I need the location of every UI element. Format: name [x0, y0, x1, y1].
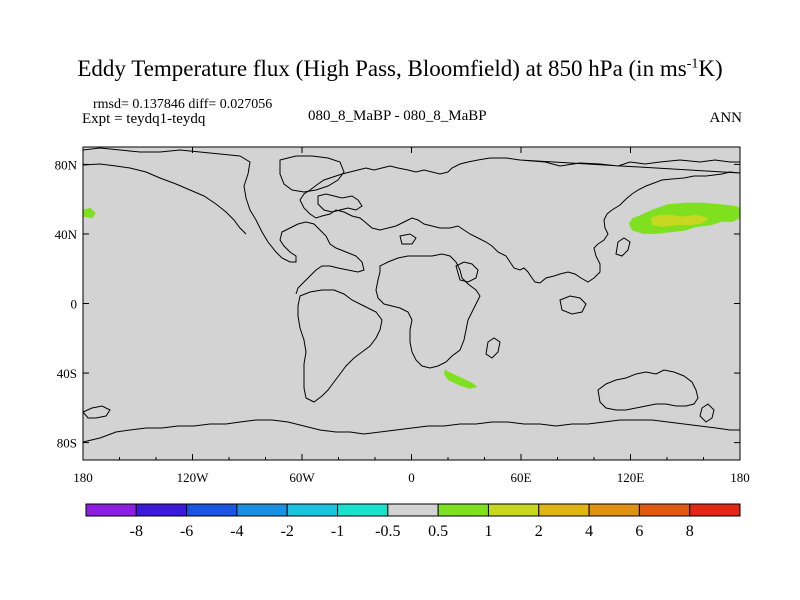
colorbar-swatch	[236, 503, 288, 517]
y-tick-label: 80S	[57, 436, 77, 451]
colorbar-swatch	[689, 503, 741, 517]
plot-title: Eddy Temperature flux (High Pass, Bloomf…	[77, 56, 723, 81]
coastline-north-america	[82, 147, 365, 295]
colorbar-swatch	[286, 503, 339, 517]
coastlines	[82, 147, 741, 443]
colorbar-label: -4	[230, 523, 243, 540]
stats-label: rmsd= 0.137846 diff= 0.027056	[93, 97, 273, 112]
coastline-madagascar	[485, 337, 501, 359]
colorbar-swatch	[387, 503, 439, 517]
coastline-new-zealand	[699, 403, 715, 423]
y-tick-label: 0	[71, 297, 78, 312]
colorbar-label: 6	[635, 523, 643, 540]
colorbar-swatch	[588, 503, 640, 517]
colorbar-swatch	[638, 503, 691, 517]
colorbar-label: 1	[484, 523, 492, 540]
map-panel: 180 120W 60W 0 60E 120E 180 80N 40N 0 40S 80S	[55, 146, 750, 485]
map-background	[83, 147, 740, 460]
colorbar-label: 0.5	[428, 523, 448, 540]
colorbar-label: -1	[331, 523, 344, 540]
colorbar-label: -0.5	[375, 523, 400, 540]
x-tick-label: 180	[730, 470, 750, 485]
colorbar-swatch	[437, 503, 489, 517]
colorbar-label: 8	[686, 523, 694, 540]
colorbar-label: -6	[180, 523, 193, 540]
coastline-mediterranean	[317, 193, 363, 213]
coastline-antarctica	[82, 405, 740, 443]
coastline-south-america	[297, 289, 383, 403]
season-label: ANN	[709, 110, 743, 126]
anomaly-north-pacific-jet-core	[650, 214, 709, 227]
coastline-australia	[597, 369, 699, 411]
axis-ticks: 180 120W 60W 0 60E 120E 180 80N 40N 0 40S 80S	[55, 147, 750, 485]
x-tick-label: 60W	[289, 470, 315, 485]
colorbar-label: -8	[130, 523, 143, 540]
colorbar-label: 4	[585, 523, 593, 540]
coastline-caspian	[399, 233, 417, 245]
colorbar-swatch	[186, 503, 238, 517]
y-tick-label: 40N	[55, 227, 78, 242]
anomaly-west-pacific-north	[83, 207, 96, 219]
x-tick-label: 180	[73, 470, 93, 485]
colorbar-label: -2	[281, 523, 294, 540]
colorbar-swatch	[135, 503, 188, 517]
anomaly-south-africa	[444, 369, 478, 389]
colorbar-swatch	[487, 503, 540, 517]
x-tick-label: 60E	[511, 470, 532, 485]
colorbar-swatch	[538, 503, 590, 517]
y-tick-label: 40S	[57, 366, 77, 381]
colorbar-swatch	[85, 503, 137, 517]
coastline-greenland	[279, 155, 345, 193]
coastline-africa	[375, 253, 481, 369]
case-label: 080_8_MaBP - 080_8_MaBP	[308, 108, 487, 124]
x-tick-label: 0	[408, 470, 415, 485]
colorbar: -8 -6 -4 -2 -1 -0.5 0.5 1 2 4 6 8	[85, 503, 741, 540]
coastline-eurasia	[299, 157, 741, 284]
coastline-arabia	[455, 261, 479, 283]
x-tick-label: 120W	[177, 470, 210, 485]
anomaly-layer	[83, 202, 740, 389]
x-tick-label: 120E	[617, 470, 645, 485]
coastline-japan	[615, 237, 631, 257]
colorbar-swatch	[337, 503, 389, 517]
colorbar-label: 2	[535, 523, 543, 540]
experiment-label: Expt = teydq1-teydq	[82, 111, 206, 127]
coastline-se-asia	[559, 295, 587, 315]
y-tick-label: 80N	[55, 157, 78, 172]
